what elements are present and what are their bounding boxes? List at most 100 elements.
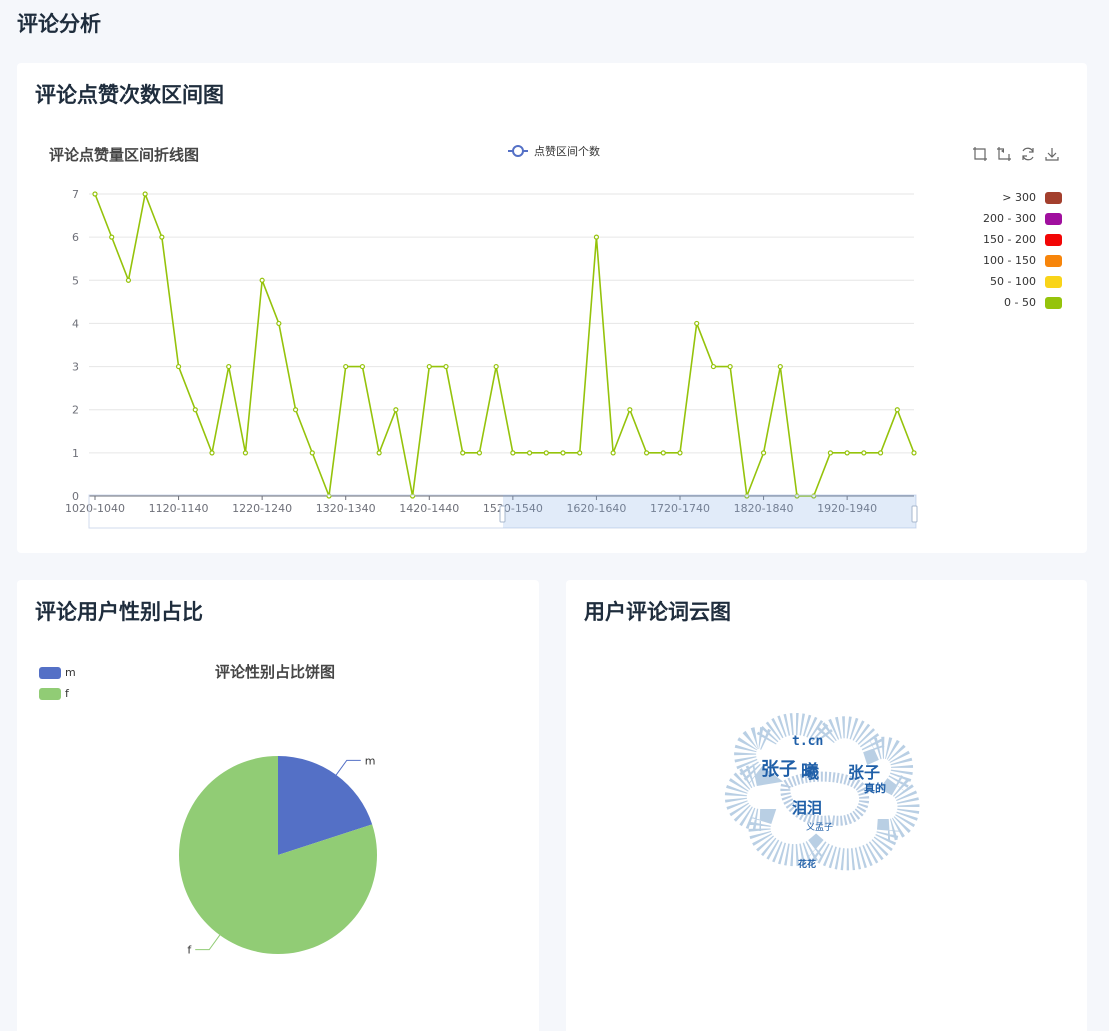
visual-map-item[interactable]: 150 - 200 xyxy=(977,229,1062,250)
visual-map-label: 0 - 50 xyxy=(1004,296,1036,309)
visual-map-item[interactable]: 200 - 300 xyxy=(977,208,1062,229)
data-point[interactable] xyxy=(877,450,884,456)
word-cloud-word: 曦 xyxy=(801,761,819,783)
gender-ratio-card-title: 评论用户性别占比 xyxy=(35,600,203,624)
data-point[interactable] xyxy=(142,191,148,197)
restore-icon[interactable] xyxy=(1020,146,1036,162)
visual-map-swatch xyxy=(1045,275,1062,288)
data-point[interactable] xyxy=(643,450,650,456)
x-tick-label: 1220-1240 xyxy=(232,502,292,515)
pie-slice-m[interactable] xyxy=(278,756,373,855)
x-tick-label: 1920-1940 xyxy=(817,502,877,515)
data-point[interactable] xyxy=(175,363,182,370)
pie-legend-swatch xyxy=(39,687,61,700)
data-zoom-slider[interactable] xyxy=(88,494,918,529)
data-point[interactable] xyxy=(911,450,917,456)
data-zoom-window[interactable] xyxy=(503,495,916,528)
y-tick-label: 3 xyxy=(72,361,79,374)
data-point[interactable] xyxy=(460,450,466,456)
x-tick-label: 1520-1540 xyxy=(483,502,543,515)
pie-label-line xyxy=(195,934,221,951)
y-tick-label: 0 xyxy=(72,490,79,503)
data-point[interactable] xyxy=(226,363,232,370)
data-point[interactable] xyxy=(359,363,366,370)
y-tick-label: 1 xyxy=(72,447,79,460)
data-zoom-left-handle[interactable] xyxy=(499,505,506,523)
data-point[interactable] xyxy=(660,450,666,456)
data-point[interactable] xyxy=(242,450,249,456)
word-cloud-card: 用户评论词云图 张子 曦 张子 t.cn 泪泪 真的 义孟子 花花 xyxy=(566,580,1087,1031)
data-point[interactable] xyxy=(543,450,549,456)
visual-map-swatch xyxy=(1045,296,1062,309)
data-point[interactable] xyxy=(827,450,834,456)
data-point[interactable] xyxy=(610,450,616,456)
pie-legend-swatch xyxy=(39,666,61,679)
data-point[interactable] xyxy=(476,450,483,456)
y-tick-label: 7 xyxy=(72,188,79,201)
data-point[interactable] xyxy=(493,363,499,370)
data-point[interactable] xyxy=(393,407,399,413)
data-point[interactable] xyxy=(694,320,700,327)
data-point[interactable] xyxy=(309,450,315,456)
pie-label-line xyxy=(335,759,361,776)
data-zoom-right-handle[interactable] xyxy=(911,505,918,523)
zoom-icon[interactable] xyxy=(972,146,988,162)
data-point[interactable] xyxy=(426,363,432,370)
visual-map-swatch xyxy=(1045,191,1062,204)
x-tick-label: 1620-1640 xyxy=(566,502,626,515)
data-point[interactable] xyxy=(125,277,132,283)
data-point[interactable] xyxy=(292,407,299,413)
line-chart-legend[interactable]: 点赞区间个数 xyxy=(508,145,600,158)
data-point[interactable] xyxy=(526,450,533,456)
data-point[interactable] xyxy=(259,277,265,283)
y-tick-label: 4 xyxy=(72,317,79,330)
data-point[interactable] xyxy=(861,450,867,456)
pie-slice-f[interactable] xyxy=(179,756,377,954)
data-point[interactable] xyxy=(727,363,733,370)
pie-legend-label: f xyxy=(65,687,69,700)
visual-map-item[interactable]: 0 - 50 xyxy=(977,292,1062,313)
data-point[interactable] xyxy=(159,234,165,240)
data-point[interactable] xyxy=(710,363,717,370)
data-point[interactable] xyxy=(777,363,783,370)
page-title: 评论分析 xyxy=(17,12,101,36)
data-point[interactable] xyxy=(627,407,633,413)
x-tick-label: 1720-1740 xyxy=(650,502,710,515)
data-point[interactable] xyxy=(276,320,282,327)
visual-map-item[interactable]: > 300 xyxy=(977,187,1062,208)
visual-map-label: 100 - 150 xyxy=(983,254,1036,267)
visual-map-item[interactable]: 50 - 100 xyxy=(977,271,1062,292)
data-point[interactable] xyxy=(209,450,215,456)
line-chart-x-axis: 1020-1040 1120-1140 1220-1240 1320-1340 1420… xyxy=(65,496,877,515)
data-point[interactable] xyxy=(577,450,583,456)
data-point[interactable] xyxy=(343,363,349,370)
word-cloud-word: 张子 xyxy=(848,763,880,782)
data-point[interactable] xyxy=(894,407,900,413)
data-point[interactable] xyxy=(376,450,382,456)
data-point[interactable] xyxy=(510,450,516,456)
data-point[interactable] xyxy=(92,191,98,197)
chart-toolbox xyxy=(972,146,1060,162)
word-cloud-word: 义孟子 xyxy=(806,822,833,833)
data-point[interactable] xyxy=(109,234,115,240)
data-point[interactable] xyxy=(760,450,767,456)
data-point[interactable] xyxy=(844,450,850,456)
visual-map-swatch xyxy=(1045,254,1062,267)
data-point[interactable] xyxy=(192,407,198,413)
word-cloud-word: 花花 xyxy=(798,858,816,870)
data-point[interactable] xyxy=(560,450,566,456)
pie-legend-item[interactable]: f xyxy=(39,683,76,704)
word-cloud: 张子 曦 张子 t.cn 泪泪 真的 义孟子 花花 xyxy=(724,713,920,871)
pie-chart-title: 评论性别占比饼图 xyxy=(215,663,336,681)
visual-map-item[interactable]: 100 - 150 xyxy=(977,250,1062,271)
download-icon[interactable] xyxy=(1044,146,1060,162)
pie-legend-item[interactable]: m xyxy=(39,662,76,683)
data-point[interactable] xyxy=(593,234,600,240)
x-tick-label: 1320-1340 xyxy=(316,502,376,515)
visual-map-swatch xyxy=(1045,233,1062,246)
zoom-reset-icon[interactable] xyxy=(996,146,1012,162)
data-point[interactable] xyxy=(443,363,449,370)
data-point[interactable] xyxy=(677,450,683,456)
line-chart-grid xyxy=(89,193,914,497)
